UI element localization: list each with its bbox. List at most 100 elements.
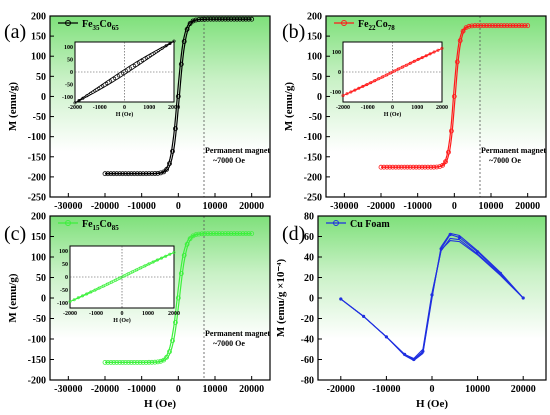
x-tick-label: 0 [430, 384, 435, 395]
legend-marker [333, 220, 339, 226]
legend-subscript: 15 [93, 224, 101, 232]
data-point [167, 161, 172, 167]
data-point [120, 359, 125, 365]
data-point [393, 164, 399, 170]
inset-data-point [85, 292, 89, 296]
data-point [114, 359, 120, 365]
inset-x-tick-label: 0 [121, 311, 124, 317]
inset-data-point [73, 101, 77, 105]
data-point [128, 171, 134, 177]
data-point [521, 296, 525, 300]
data-point [448, 232, 452, 237]
inset-data-point [68, 299, 72, 303]
data-point [399, 164, 404, 170]
inset-data-point [432, 50, 436, 54]
data-point [240, 16, 246, 22]
data-point [425, 164, 431, 170]
y-tick-label: 150 [31, 232, 46, 243]
data-point [137, 359, 143, 365]
y-tick-label: 200 [31, 212, 46, 223]
inset-data-point [132, 64, 136, 68]
annotation-line1: Permanent magnet [205, 329, 270, 338]
inset-data-point [93, 89, 97, 93]
x-tick-label: -20000 [91, 384, 119, 395]
x-tick-label: 20000 [511, 384, 536, 395]
inset-data-point [113, 76, 117, 80]
data-point [117, 359, 123, 365]
data-point [149, 171, 155, 177]
inset-data-point [160, 256, 164, 260]
data-point [457, 38, 463, 43]
data-point [498, 23, 504, 29]
data-point [246, 16, 252, 22]
data-point [222, 16, 228, 22]
y-tick-label: -100 [304, 132, 322, 143]
data-point [402, 164, 407, 170]
y-axis-title: M (emu/g ×10⁻⁴) [275, 259, 287, 338]
inset-data-point [155, 258, 159, 262]
inset-data-point [101, 84, 105, 88]
data-point [105, 171, 111, 177]
inset-data-point [353, 88, 357, 92]
inset-x-title: H (Oe) [116, 111, 134, 118]
data-point [205, 231, 211, 237]
inset-data-point [156, 49, 160, 53]
data-point [446, 149, 451, 155]
data-point [199, 231, 205, 237]
data-point [431, 164, 437, 170]
data-point [478, 23, 484, 29]
inset-data-point [357, 86, 361, 90]
inset-y-tick-label: -50 [60, 288, 68, 294]
plot-frame [49, 15, 271, 198]
data-point [234, 16, 240, 22]
y-tick-label: 0 [317, 92, 322, 103]
y-tick-label: 0 [41, 294, 46, 305]
inset-data-point [126, 272, 130, 276]
data-point [249, 16, 255, 22]
data-point [225, 16, 231, 22]
data-point [412, 357, 416, 362]
data-point [184, 241, 190, 247]
inset-data-point [373, 79, 377, 83]
legend-subscript: 78 [388, 24, 396, 32]
inset-data-point [168, 252, 172, 256]
y-tick-label: 150 [307, 32, 322, 43]
data-point [243, 16, 249, 22]
data-point [143, 171, 149, 177]
y-tick-label: -50 [309, 112, 322, 123]
inset-data-point [400, 65, 404, 69]
x-tick-label: -10000 [127, 384, 155, 395]
inset-data-point [164, 44, 168, 48]
data-point [155, 170, 161, 176]
inset-y-tick-label: 100 [332, 50, 341, 56]
inset-data-point [151, 260, 155, 264]
inset-x-tick-label: 2000 [168, 105, 180, 111]
inset-data-point [361, 84, 365, 88]
legend-label: Fe22Co78 [358, 19, 395, 32]
y-tick-label: 200 [307, 12, 322, 23]
x-tick-label: 10000 [465, 384, 490, 395]
data-point [123, 359, 128, 365]
inset-data-point [388, 71, 392, 75]
data-point [522, 23, 528, 29]
legend-marker [65, 220, 71, 226]
data-point [525, 23, 531, 29]
y-tick-label: 20 [304, 273, 314, 284]
y-tick-label: 100 [307, 52, 322, 63]
data-point [219, 16, 225, 22]
inset-data-point [365, 83, 369, 87]
data-point [167, 349, 172, 355]
data-point [172, 320, 178, 325]
y-tick-label: -150 [28, 355, 46, 366]
data-point [387, 164, 393, 170]
data-point [490, 23, 495, 29]
inset-data-point [412, 59, 416, 63]
data-point [111, 171, 117, 177]
data-point [410, 164, 416, 170]
data-point [481, 23, 487, 29]
data-point [216, 16, 222, 22]
data-point [102, 171, 108, 177]
data-point [208, 231, 214, 237]
y-tick-label: 0 [309, 294, 314, 305]
